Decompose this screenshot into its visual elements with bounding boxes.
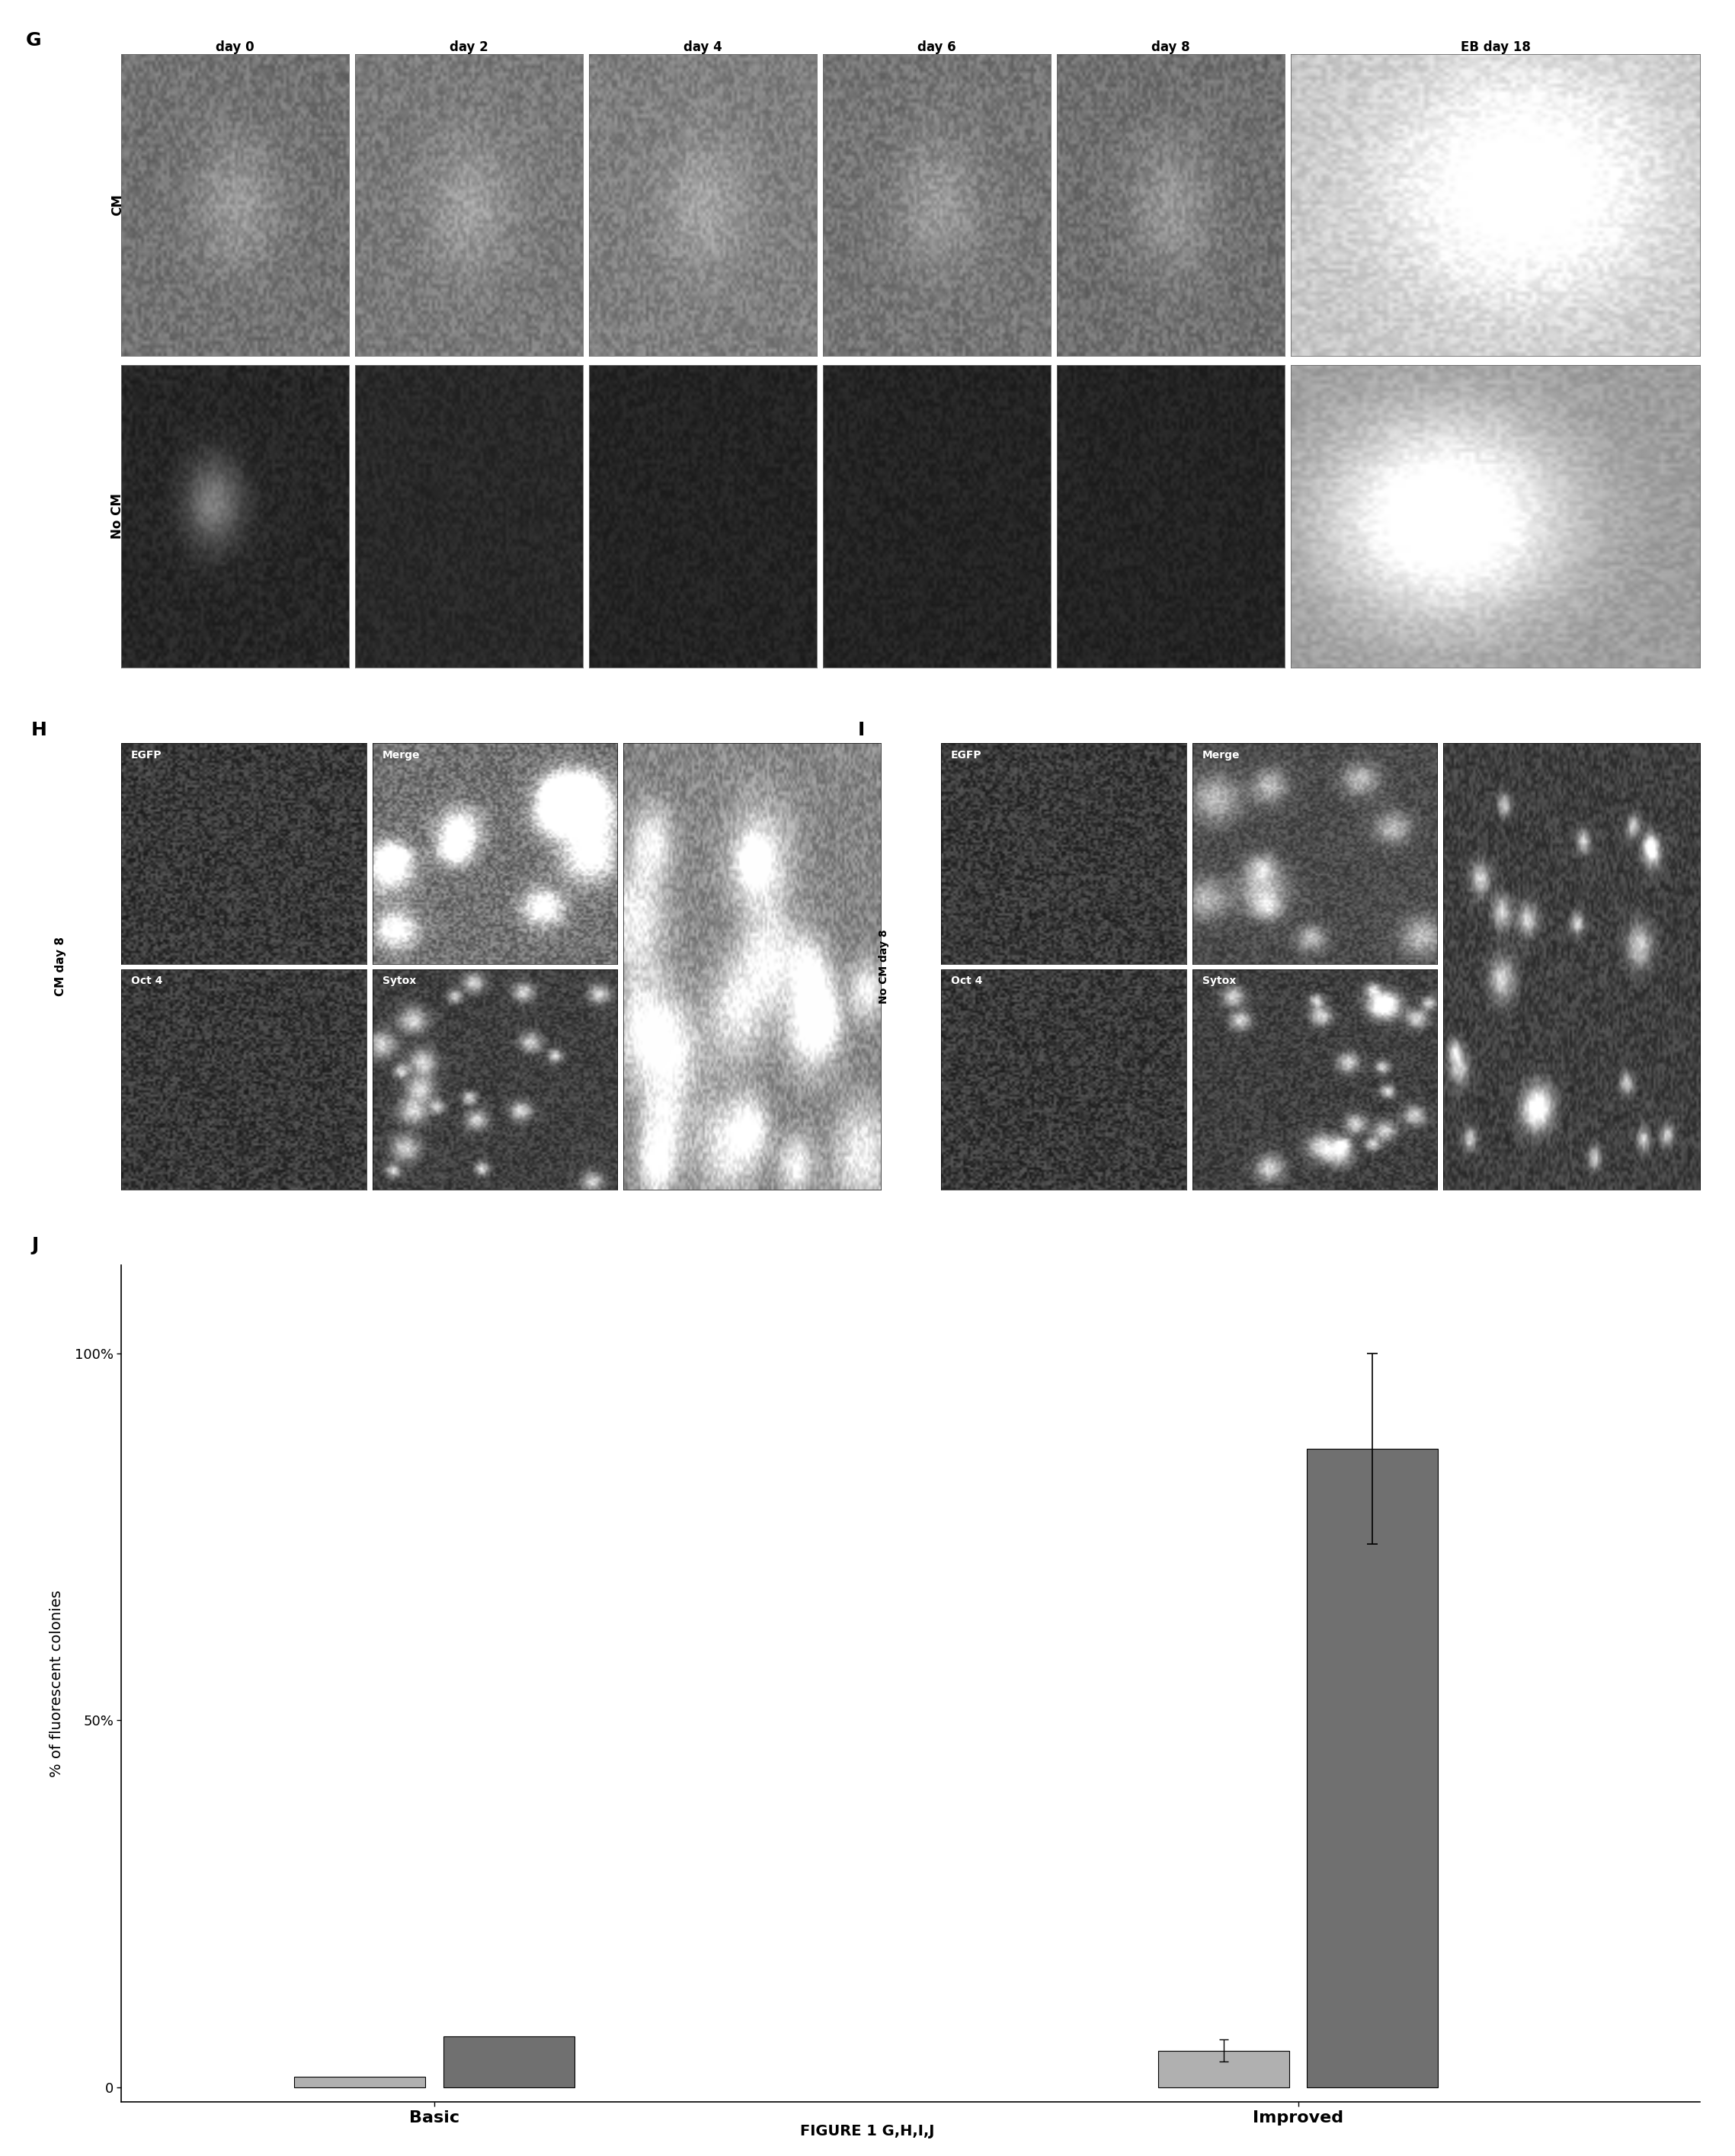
Text: I: I [857, 720, 866, 740]
Title: EB day 18: EB day 18 [1461, 41, 1530, 54]
Text: Oct 4: Oct 4 [132, 977, 163, 987]
Text: Oct 4: Oct 4 [951, 977, 982, 987]
Y-axis label: CM: CM [111, 194, 125, 216]
Title: day 6: day 6 [918, 41, 956, 54]
Title: day 0: day 0 [215, 41, 255, 54]
Y-axis label: % of fluorescent colonies: % of fluorescent colonies [50, 1591, 64, 1777]
Title: day 4: day 4 [684, 41, 722, 54]
Title: day 2: day 2 [449, 41, 488, 54]
Text: FIGURE 1 G,H,I,J: FIGURE 1 G,H,I,J [800, 2124, 935, 2139]
Text: EGFP: EGFP [132, 750, 161, 761]
Bar [1159, 2050, 1289, 2087]
Bar [442, 2035, 574, 2087]
Text: Merge: Merge [1202, 750, 1241, 761]
Title: day 8: day 8 [1152, 41, 1190, 54]
Text: Sytox: Sytox [382, 977, 416, 987]
Text: G: G [26, 32, 42, 50]
Text: Merge: Merge [382, 750, 420, 761]
Y-axis label: No CM: No CM [111, 494, 125, 539]
Text: Sytox: Sytox [1202, 977, 1235, 987]
Text: No CM day 8: No CM day 8 [878, 929, 890, 1005]
Text: H: H [31, 720, 47, 740]
Text: CM day 8: CM day 8 [56, 936, 66, 996]
Text: EGFP: EGFP [951, 750, 982, 761]
Text: J: J [31, 1235, 38, 1255]
Bar [1306, 1449, 1438, 2087]
Bar [295, 2076, 425, 2087]
